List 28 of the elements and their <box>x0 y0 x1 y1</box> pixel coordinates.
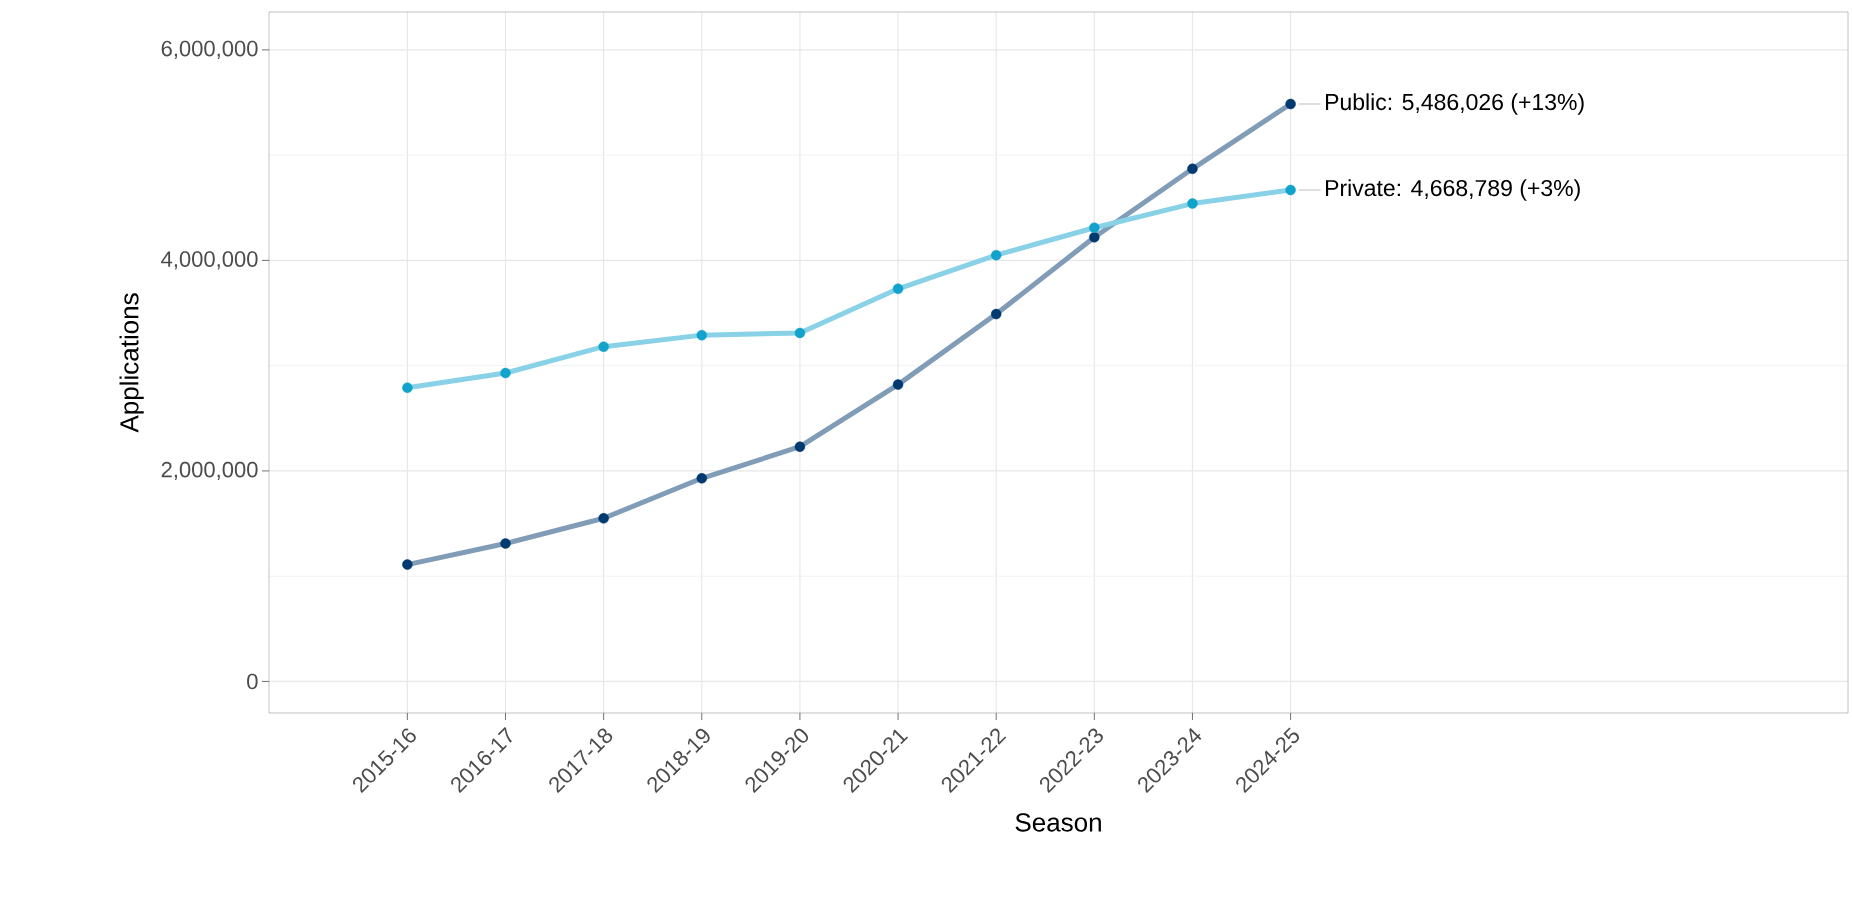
annotation: Public: 5,486,026 (+13%) <box>1325 93 1584 115</box>
point <box>1187 198 1198 209</box>
point <box>794 327 806 339</box>
point <box>1285 184 1296 196</box>
point <box>1089 222 1100 233</box>
point <box>1187 163 1198 175</box>
point <box>991 249 1002 261</box>
y-tick-label: 6,000,000 <box>161 40 258 59</box>
point <box>696 329 707 341</box>
y-tick-label: 2,000,000 <box>161 461 258 480</box>
point <box>1285 98 1296 110</box>
annotation: Private: 4,668,789 (+3%) <box>1325 179 1580 201</box>
point <box>402 559 413 570</box>
point <box>991 308 1002 320</box>
point <box>500 538 511 549</box>
point <box>598 341 609 352</box>
point <box>892 283 904 295</box>
y-tick-label: 0 <box>247 673 258 690</box>
point <box>500 367 511 379</box>
point <box>402 382 413 393</box>
y-tick-label: 4,000,000 <box>161 251 258 270</box>
point <box>598 513 609 524</box>
point <box>696 473 707 484</box>
point <box>892 379 904 390</box>
point <box>794 441 806 452</box>
x-axis-title: Season <box>1015 813 1101 832</box>
point <box>1089 232 1100 243</box>
y-axis-title: Applications <box>119 293 144 433</box>
